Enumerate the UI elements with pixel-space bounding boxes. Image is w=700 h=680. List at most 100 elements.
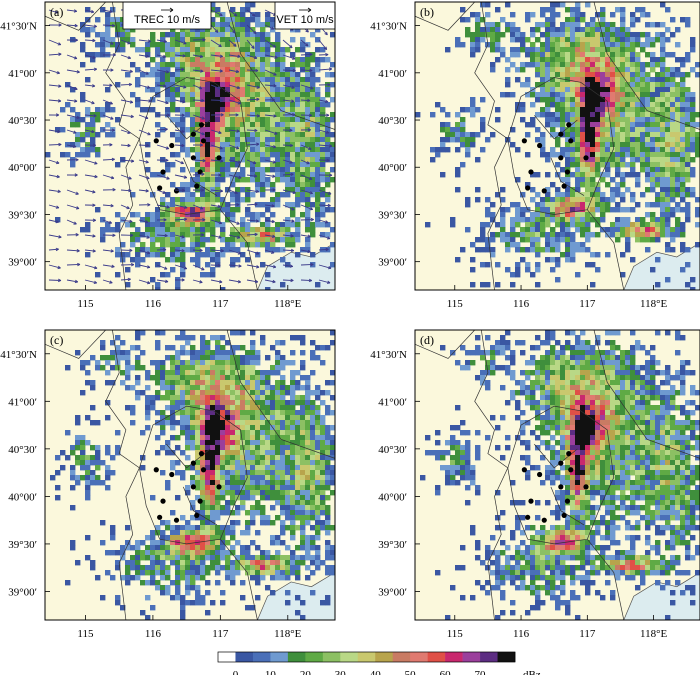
vector-legend-label: VET 10 m/s: [276, 14, 334, 26]
colorbar-tick-label: 20: [300, 669, 312, 675]
panel-c: (c)41°30′N41°00′40°30′40°00′39°30′39°00′…: [0, 330, 335, 640]
colorbar-tick-label: 60: [440, 669, 452, 675]
panel-label: (b): [420, 5, 434, 19]
station-dot: [198, 169, 203, 174]
station-dot: [216, 484, 221, 489]
colorbar-swatch: [498, 652, 516, 662]
colorbar-swatch: [235, 652, 253, 662]
x-tick-label: 115: [447, 628, 464, 640]
station-dot: [174, 188, 179, 193]
y-tick-label: 41°00′: [378, 396, 407, 408]
y-tick-label: 40°30′: [8, 115, 37, 127]
station-dot: [199, 122, 204, 127]
x-tick-label: 116: [145, 298, 162, 310]
station-dot: [583, 484, 588, 489]
y-tick-label: 41°30′N: [370, 21, 407, 33]
station-dot: [522, 467, 527, 472]
colorbar-tick-label: 40: [370, 669, 382, 675]
station-dot: [201, 138, 206, 143]
colorbar-swatch: [340, 652, 358, 662]
station-dot: [558, 132, 563, 137]
colorbar-swatch: [323, 652, 341, 662]
panel-d: (d)41°30′N41°00′40°30′40°00′39°30′39°00′…: [370, 330, 700, 640]
station-dot: [194, 184, 199, 189]
panel-label: (a): [50, 5, 63, 19]
station-dot: [157, 515, 162, 520]
station-dot: [154, 138, 159, 143]
y-tick-label: 39°00′: [378, 586, 407, 598]
colorbar-swatch: [480, 652, 498, 662]
y-tick-label: 41°00′: [378, 68, 407, 80]
colorbar-tick-label: 70: [475, 669, 487, 675]
x-tick-label: 116: [145, 628, 162, 640]
y-tick-label: 40°30′: [8, 444, 37, 456]
station-dot: [154, 467, 159, 472]
x-tick-label: 115: [77, 628, 94, 640]
station-dot: [201, 467, 206, 472]
y-tick-label: 40°00′: [378, 491, 407, 503]
station-dot: [565, 169, 570, 174]
station-dot: [525, 185, 530, 190]
colorbar-swatch: [253, 652, 271, 662]
colorbar-swatch: [375, 652, 393, 662]
y-tick-label: 39°00′: [378, 257, 407, 269]
x-tick-label: 117: [579, 298, 596, 310]
station-dot: [528, 169, 533, 174]
x-tick-label: 116: [513, 628, 530, 640]
x-tick-label: 118°E: [640, 298, 667, 310]
station-dot: [160, 169, 165, 174]
y-tick-label: 39°00′: [8, 257, 37, 269]
x-tick-label: 117: [212, 298, 229, 310]
y-tick-label: 41°00′: [8, 68, 37, 80]
station-dot: [583, 155, 588, 160]
x-tick-label: 115: [447, 298, 464, 310]
x-tick-label: 115: [77, 298, 94, 310]
station-dot: [174, 518, 179, 523]
panel-b: (b)41°30′N41°00′40°30′40°00′39°30′39°00′…: [370, 2, 700, 310]
station-dot: [199, 451, 204, 456]
colorbar-swatch: [288, 652, 306, 662]
station-dot: [169, 143, 174, 148]
y-tick-label: 40°00′: [378, 162, 407, 174]
y-tick-label: 39°30′: [378, 539, 407, 551]
station-dot: [191, 132, 196, 137]
y-tick-label: 39°00′: [8, 586, 37, 598]
y-tick-label: 39°30′: [8, 539, 37, 551]
y-tick-label: 40°00′: [8, 162, 37, 174]
station-dot: [568, 138, 573, 143]
colorbar-swatch: [463, 652, 481, 662]
colorbar-swatch: [393, 652, 411, 662]
colorbar-swatch: [410, 652, 428, 662]
colorbar-tick-label: 30: [335, 669, 347, 675]
y-tick-label: 41°30′N: [370, 349, 407, 361]
x-tick-label: 118°E: [274, 298, 301, 310]
station-dot: [525, 515, 530, 520]
colorbar-tick-label: 50: [405, 669, 417, 675]
station-dot: [566, 122, 571, 127]
station-dot: [558, 484, 563, 489]
y-tick-label: 40°30′: [378, 444, 407, 456]
station-dot: [568, 467, 573, 472]
colorbar-swatch: [428, 652, 446, 662]
y-tick-label: 41°00′: [8, 396, 37, 408]
colorbar-swatch: [270, 652, 288, 662]
station-dot: [191, 484, 196, 489]
station-dot: [191, 461, 196, 466]
station-dot: [562, 184, 567, 189]
station-dot: [522, 138, 527, 143]
colorbar-tick-label: 0: [233, 669, 239, 675]
x-tick-label: 118°E: [640, 628, 667, 640]
y-tick-label: 39°30′: [378, 209, 407, 221]
colorbar-swatch: [218, 652, 236, 662]
colorbar-swatch: [305, 652, 323, 662]
station-dot: [537, 143, 542, 148]
station-dot: [558, 461, 563, 466]
station-dot: [562, 513, 567, 518]
station-dot: [528, 499, 533, 504]
colorbar-swatch: [445, 652, 463, 662]
station-dot: [565, 499, 570, 504]
